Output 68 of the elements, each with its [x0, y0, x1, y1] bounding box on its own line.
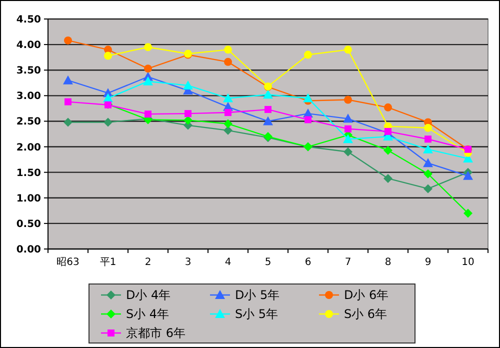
x-tick-label: 4	[224, 257, 232, 268]
x-tick-label: 平1	[100, 257, 116, 268]
y-tick-label: 2.50	[16, 116, 42, 128]
point	[263, 90, 273, 99]
point	[344, 46, 352, 54]
point	[63, 75, 73, 84]
point	[104, 118, 112, 127]
point	[223, 93, 233, 102]
point	[304, 116, 312, 124]
point	[64, 118, 72, 127]
point	[184, 110, 192, 118]
point	[144, 64, 152, 73]
legend-label: S小 6年	[344, 307, 388, 322]
point	[144, 110, 152, 118]
x-tick-label: 7	[344, 257, 352, 268]
y-tick-label: 3.50	[16, 66, 42, 77]
point	[384, 146, 392, 155]
point	[464, 208, 472, 218]
y-tick-label: 0.00	[16, 244, 42, 256]
point	[264, 106, 272, 113]
point	[343, 114, 353, 123]
point	[423, 158, 433, 168]
legend-label: S小 5年	[235, 307, 278, 322]
point	[224, 119, 232, 128]
y-tick-label: 1.50	[16, 168, 42, 179]
x-tick-label: 3	[184, 257, 192, 268]
point	[64, 36, 72, 44]
legend-label: D小 6年	[344, 288, 389, 302]
y-tick-label: 4.00	[16, 40, 42, 52]
legend-label: S小 4年	[126, 307, 170, 322]
point	[344, 147, 352, 156]
point	[344, 125, 352, 132]
point	[384, 174, 392, 183]
y-tick-label: 3.00	[16, 91, 42, 102]
legend-label: 京都市 6年	[126, 326, 186, 340]
point	[183, 80, 193, 90]
point	[104, 52, 112, 60]
x-tick-label: 10	[462, 257, 474, 268]
point	[144, 43, 152, 52]
y-tick-label: 2.00	[16, 142, 42, 154]
point	[423, 144, 433, 154]
x-tick-label: 5	[264, 257, 272, 268]
point	[224, 109, 232, 116]
point	[463, 170, 473, 180]
point	[344, 96, 352, 104]
y-tick-label: 0.50	[16, 218, 42, 230]
point	[384, 103, 392, 112]
x-tick-label: 8	[384, 257, 392, 268]
legend-label: D小 5年	[235, 288, 280, 302]
x-tick-label: 2	[144, 257, 152, 268]
x-tick-label: 9	[424, 257, 432, 268]
point	[303, 93, 313, 102]
point	[343, 134, 353, 144]
point	[263, 116, 273, 126]
point	[64, 98, 72, 106]
point	[224, 46, 232, 54]
point	[143, 76, 153, 86]
point	[424, 169, 432, 178]
point	[424, 136, 432, 143]
x-tick-label: 昭63	[56, 257, 80, 268]
y-tick-label: 4.50	[16, 14, 42, 26]
y-tick-label: 1.00	[16, 193, 42, 204]
legend-label: D小 4年	[126, 288, 171, 302]
point	[424, 184, 432, 194]
point	[304, 50, 312, 59]
point	[224, 58, 232, 66]
point	[424, 124, 432, 132]
x-tick-label: 6	[304, 257, 312, 268]
